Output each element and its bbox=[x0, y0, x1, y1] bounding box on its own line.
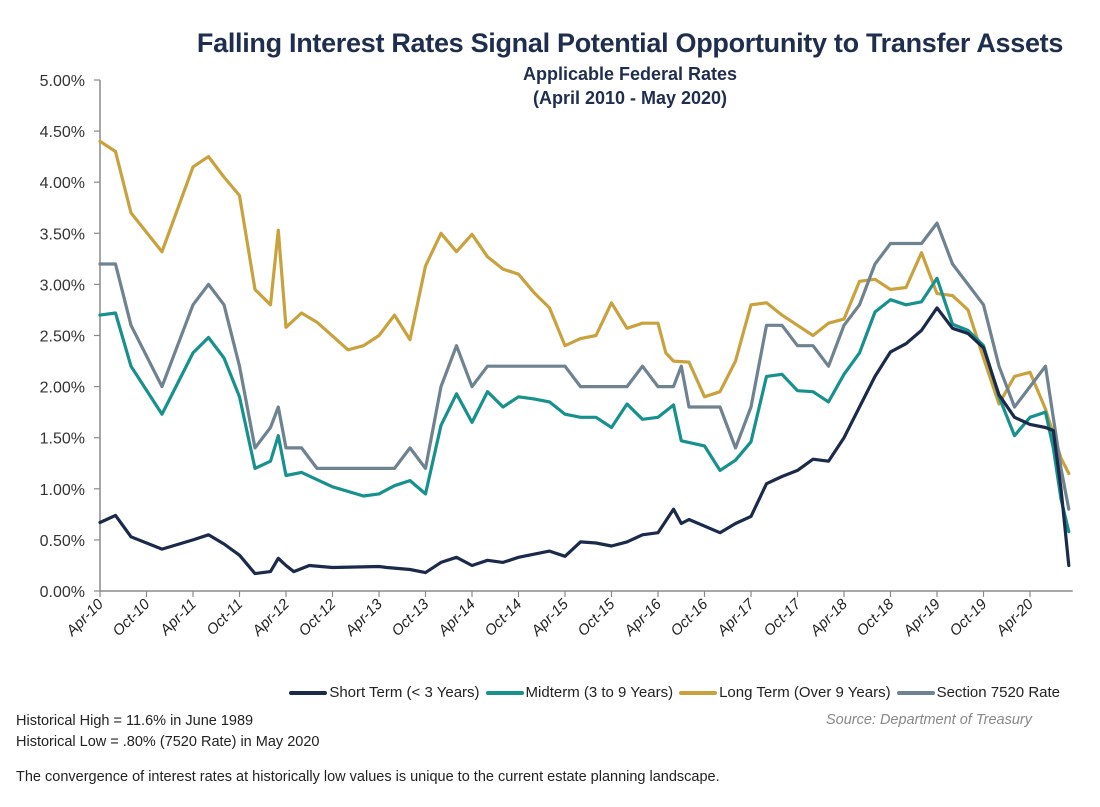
y-tick-label: 2.50% bbox=[40, 329, 85, 346]
x-tick-label: Oct-19 bbox=[946, 595, 990, 639]
legend-swatch bbox=[485, 690, 524, 695]
legend-label: Midterm (3 to 9 Years) bbox=[525, 684, 674, 701]
x-tick-label: Apr-10 bbox=[62, 595, 107, 640]
x-tick-label: Oct-14 bbox=[481, 596, 525, 640]
y-tick-label: 2.00% bbox=[40, 380, 85, 397]
series-line-long-term-over-9-years bbox=[98, 139, 1071, 476]
series-lines bbox=[98, 139, 1071, 576]
y-tick-label: 4.50% bbox=[40, 124, 85, 141]
x-tick-label: Apr-13 bbox=[341, 595, 386, 640]
legend-item-section-7520: Section 7520 Rate bbox=[896, 684, 1060, 701]
footer-note: The convergence of interest rates at his… bbox=[16, 769, 720, 785]
y-tick-label: 1.50% bbox=[40, 431, 85, 448]
y-tick-label: 3.00% bbox=[40, 277, 85, 294]
x-tick-label: Apr-17 bbox=[713, 595, 758, 640]
x-tick-label: Apr-11 bbox=[156, 596, 200, 640]
y-tick-label: 3.50% bbox=[40, 226, 85, 243]
chart-subtitle: Applicable Federal Rates bbox=[522, 64, 738, 84]
x-tick-label: Oct-11 bbox=[203, 596, 246, 639]
chart-title: Falling Interest Rates Signal Potential … bbox=[196, 28, 1064, 58]
x-tick-label: Apr-19 bbox=[899, 595, 944, 640]
y-tick-label: 5.00% bbox=[40, 73, 85, 90]
legend-item-midterm: Midterm (3 to 9 Years) bbox=[485, 684, 674, 701]
x-tick-label: Oct-16 bbox=[667, 595, 711, 639]
y-tick-label: 1.00% bbox=[40, 482, 85, 499]
x-tick-label: Oct-12 bbox=[295, 595, 339, 639]
legend-swatch bbox=[679, 690, 718, 695]
legend: Short Term (< 3 Years) Midterm (3 to 9 Y… bbox=[200, 684, 1060, 701]
source-note: Source: Department of Treasury bbox=[825, 712, 1032, 728]
y-tick-label: 0.00% bbox=[40, 584, 85, 601]
x-tick-label: Oct-13 bbox=[388, 595, 432, 639]
chart-date-range: (April 2010 - May 2020) bbox=[532, 88, 728, 108]
x-tick-label: Apr-15 bbox=[527, 595, 572, 640]
legend-label: Short Term (< 3 Years) bbox=[329, 684, 480, 701]
series-line-section-7520-rate bbox=[98, 221, 1071, 511]
legend-item-long-term: Long Term (Over 9 Years) bbox=[679, 684, 891, 701]
historical-low-note: Historical Low = .80% (7520 Rate) in May… bbox=[16, 734, 320, 750]
legend-label: Section 7520 Rate bbox=[936, 684, 1060, 701]
x-tick-label: Oct-15 bbox=[574, 595, 618, 639]
legend-label: Long Term (Over 9 Years) bbox=[719, 684, 891, 701]
x-tick-label: Apr-16 bbox=[620, 595, 665, 640]
historical-high-note: Historical High = 11.6% in June 1989 bbox=[16, 713, 254, 729]
series-line-short-term-3-years bbox=[98, 306, 1071, 576]
x-tick-label: Oct-17 bbox=[760, 595, 804, 639]
legend-swatch bbox=[289, 690, 328, 695]
line-chart: 0.00% 0.50% 1.00% 1.50% 2.00% 2.50% 3.00% 3.50%… bbox=[40, 73, 1073, 640]
x-tick-label: Oct-18 bbox=[853, 595, 897, 639]
legend-item-short-term: Short Term (< 3 Years) bbox=[289, 684, 480, 701]
legend-swatch bbox=[896, 690, 935, 695]
x-tick-label: Apr-18 bbox=[806, 595, 851, 640]
y-tick-label: 0.50% bbox=[40, 533, 85, 550]
axes: 0.00% 0.50% 1.00% 1.50% 2.00% 2.50% 3.00% 3.50%… bbox=[40, 73, 1073, 640]
x-tick-label: Apr-20 bbox=[992, 595, 1037, 640]
y-tick-label: 4.00% bbox=[40, 175, 85, 192]
series-line-midterm-3-to-9-years bbox=[98, 276, 1071, 534]
x-tick-label: Apr-14 bbox=[434, 596, 478, 640]
x-tick-label: Apr-12 bbox=[248, 595, 293, 640]
x-tick-label: Oct-10 bbox=[109, 595, 153, 639]
